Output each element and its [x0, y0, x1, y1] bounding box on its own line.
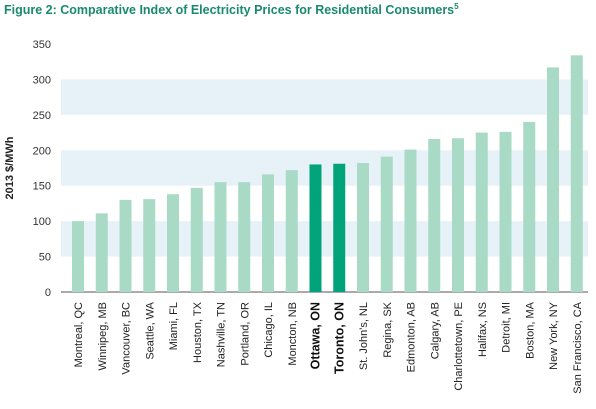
x-tick-label: Montreal, QC	[73, 302, 85, 367]
y-tick-label: 300	[33, 74, 51, 86]
x-tick-label: Portland, OR	[239, 302, 251, 366]
x-tick-label: Charlottetown, PE	[453, 302, 465, 391]
x-axis-labels: Montreal, QC Winnipeg, MB Vancouver, BC Sea…	[73, 301, 584, 393]
bar	[214, 182, 227, 292]
chart-title: Figure 2: Comparative Index of Electrici…	[4, 2, 459, 18]
bar	[428, 138, 441, 292]
y-tick-label: 250	[33, 110, 51, 122]
bar	[404, 149, 417, 292]
x-tick-label: Edmonton, AB	[406, 302, 418, 372]
y-axis-label: 2013 $/MWh	[4, 136, 16, 199]
bar	[452, 138, 464, 292]
x-tick-label: Detroit, MI	[501, 302, 513, 353]
x-tick-label: Ottawa, ON	[309, 302, 323, 369]
x-tick-label: Halifax, NS	[477, 302, 489, 357]
bar	[143, 199, 156, 292]
bar	[333, 163, 346, 292]
x-tick-label: Toronto, ON	[332, 302, 346, 374]
y-tick-label: 150	[33, 181, 51, 193]
bar	[285, 170, 298, 292]
x-tick-label: San Francisco, CA	[572, 301, 584, 393]
bar	[238, 182, 251, 292]
title-footnote: 5	[454, 2, 459, 11]
x-tick-label: Regina, SK	[382, 301, 394, 357]
y-tick-label: 50	[39, 252, 51, 264]
bar	[309, 164, 322, 292]
bar	[95, 213, 108, 292]
x-tick-label: Chicago, IL	[263, 302, 275, 358]
bars	[72, 55, 583, 292]
bar	[190, 187, 203, 292]
y-tick-label: 0	[45, 287, 51, 299]
y-tick-label: 200	[33, 145, 51, 157]
bar	[357, 163, 369, 292]
bar	[380, 156, 393, 292]
bar	[72, 221, 84, 292]
bar	[499, 131, 512, 292]
x-tick-label: Winnipeg, MB	[97, 302, 109, 370]
bar	[547, 67, 559, 292]
y-axis-ticks: 0 50 100 150 200 250 300 350	[33, 39, 51, 299]
bar	[523, 121, 536, 292]
bar	[570, 55, 583, 292]
x-tick-label: Houston, TX	[192, 301, 204, 363]
x-tick-label: Boston, MA	[524, 301, 536, 359]
x-tick-label: Miami, FL	[168, 302, 180, 350]
x-tick-label: Vancouver, BC	[121, 302, 133, 375]
x-tick-label: Nashville, TN	[216, 302, 228, 367]
y-tick-label: 100	[33, 216, 51, 228]
bar	[167, 194, 179, 292]
y-tick-label: 350	[33, 39, 51, 51]
x-tick-label: New York, NY	[548, 301, 560, 370]
grid-band	[61, 79, 588, 115]
bar	[475, 132, 488, 292]
bar	[119, 199, 132, 292]
x-tick-label: Moncton, NB	[287, 302, 299, 366]
x-tick-label: Calgary, AB	[429, 302, 441, 359]
x-tick-label: St. John's, NL	[358, 302, 370, 370]
x-tick-label: Seattle, WA	[144, 301, 156, 359]
bar	[262, 174, 274, 292]
